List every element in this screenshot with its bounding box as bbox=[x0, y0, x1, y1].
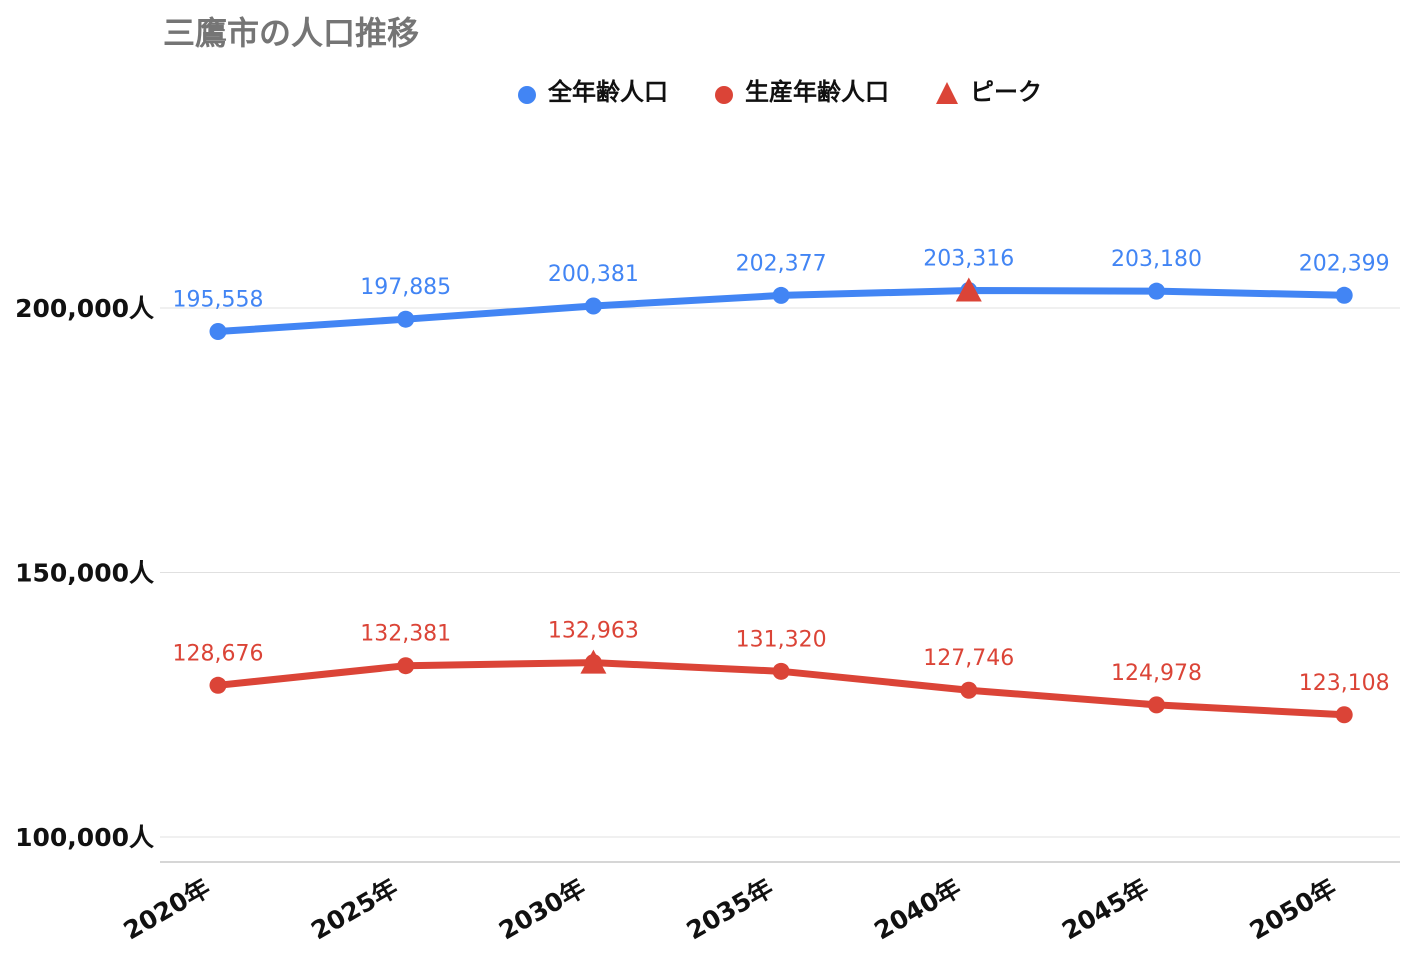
series-1: 128,676 132,381 132,963 131,320 127,746 124,9… bbox=[173, 619, 1390, 724]
legend-marker-total bbox=[518, 86, 536, 104]
data-point bbox=[1335, 286, 1353, 304]
data-label: 132,963 bbox=[548, 619, 639, 644]
data-point bbox=[772, 286, 790, 304]
x-tick-label: 2050年 bbox=[1245, 873, 1341, 945]
data-point bbox=[1148, 696, 1165, 714]
legend-label-total: 全年齢人口 bbox=[547, 78, 668, 106]
peak-marker bbox=[580, 649, 607, 674]
y-tick-label: 200,000人 bbox=[15, 294, 154, 323]
data-point bbox=[960, 681, 978, 699]
data-point bbox=[1148, 282, 1165, 300]
x-tick-label: 2035年 bbox=[682, 873, 778, 945]
data-label: 195,558 bbox=[173, 287, 264, 312]
data-label: 127,746 bbox=[923, 646, 1014, 671]
legend-label-working: 生産年齢人口 bbox=[745, 78, 889, 106]
data-label: 202,399 bbox=[1299, 251, 1390, 276]
y-tick-label: 150,000人 bbox=[15, 559, 154, 588]
y-axis-ticks: 100,000人 150,000人 200,000人 bbox=[15, 294, 154, 852]
data-label: 128,676 bbox=[173, 641, 264, 666]
x-axis-ticks: 2020年 2025年 2030年 2035年 2040年 2045年 2050年 bbox=[119, 873, 1342, 945]
data-point bbox=[772, 662, 790, 680]
series-0: 195,558 197,885 200,381 202,377 203,316 203,1… bbox=[173, 246, 1390, 340]
data-point bbox=[1335, 706, 1353, 724]
data-point bbox=[397, 657, 415, 675]
legend-marker-working bbox=[715, 86, 733, 104]
data-label: 123,108 bbox=[1299, 671, 1390, 696]
data-label: 197,885 bbox=[360, 275, 451, 300]
data-label: 131,320 bbox=[736, 627, 827, 652]
legend: 全年齢人口 生産年齢人口 ピーク bbox=[518, 78, 1042, 106]
legend-label-peak: ピーク bbox=[970, 78, 1042, 106]
data-label: 200,381 bbox=[548, 262, 639, 287]
data-label: 132,381 bbox=[360, 622, 451, 647]
data-point bbox=[209, 676, 227, 694]
x-tick-label: 2020年 bbox=[119, 873, 215, 945]
gridlines bbox=[160, 307, 1400, 838]
peak-marker bbox=[955, 277, 982, 302]
x-tick-label: 2045年 bbox=[1057, 873, 1153, 945]
data-label: 203,316 bbox=[923, 246, 1014, 271]
data-label: 203,180 bbox=[1111, 247, 1202, 272]
y-tick-label: 100,000人 bbox=[15, 823, 154, 852]
data-point bbox=[584, 297, 602, 315]
data-label: 124,978 bbox=[1111, 661, 1202, 686]
data-point bbox=[209, 322, 227, 340]
data-label: 202,377 bbox=[736, 251, 827, 276]
series: 195,558 197,885 200,381 202,377 203,316 203,1… bbox=[173, 246, 1390, 724]
x-tick-label: 2040年 bbox=[869, 873, 965, 945]
x-tick-label: 2025年 bbox=[306, 873, 402, 945]
legend-marker-peak bbox=[936, 82, 958, 104]
chart-title: 三鷹市の人口推移 bbox=[163, 14, 419, 52]
data-point bbox=[397, 310, 415, 328]
x-tick-label: 2030年 bbox=[494, 873, 590, 945]
